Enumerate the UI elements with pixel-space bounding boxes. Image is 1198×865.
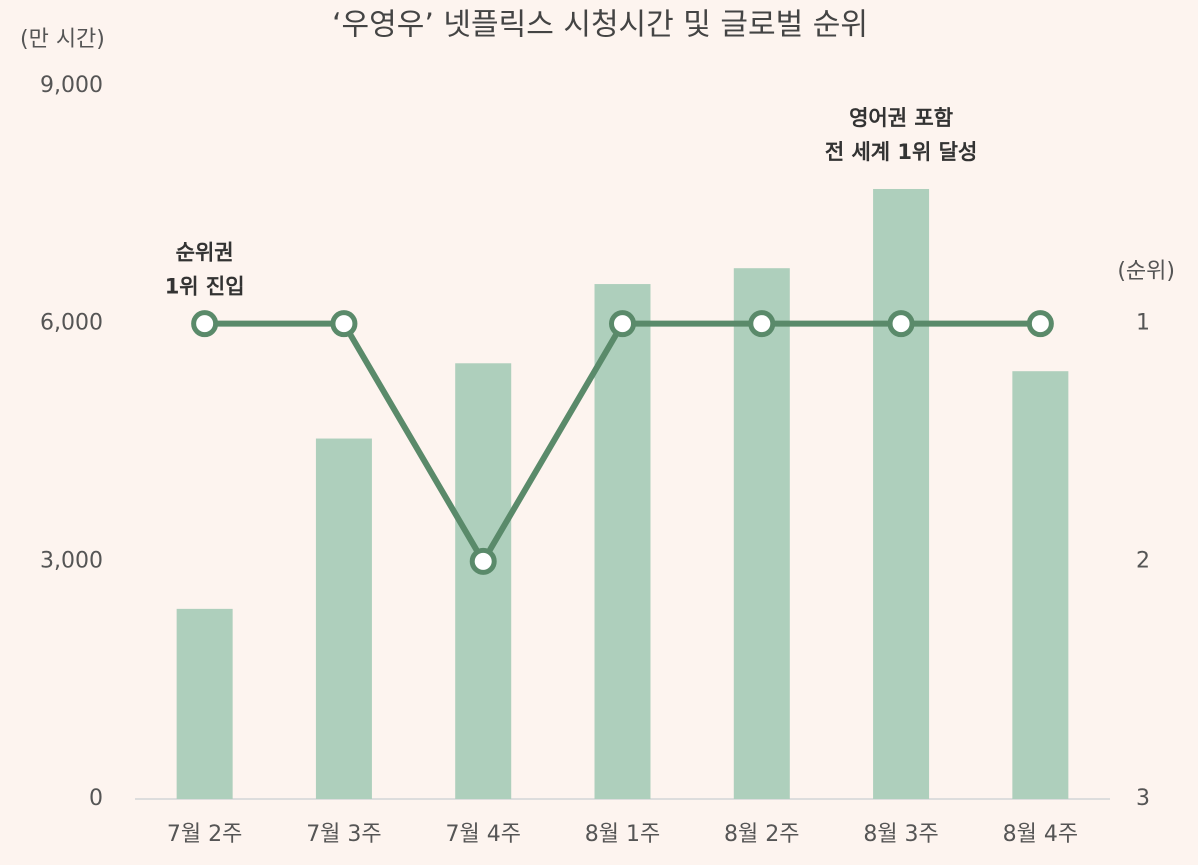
x-tick-label: 7월 2주	[167, 822, 242, 847]
x-tick-label: 7월 4주	[445, 822, 520, 847]
line-point	[469, 547, 497, 575]
y2-tick-label: 2	[1136, 548, 1150, 573]
annotation: 1위 진입	[165, 275, 245, 299]
y-axis-label: (만 시간)	[20, 27, 105, 52]
bar	[1012, 371, 1069, 799]
bar	[315, 438, 372, 799]
line-point	[887, 310, 915, 338]
line-point	[748, 310, 776, 338]
annotation: 순위권	[176, 241, 234, 265]
y2-tick-label: 3	[1136, 786, 1150, 811]
y-tick-label: 3,000	[40, 548, 103, 573]
bar	[733, 268, 790, 799]
x-tick-label: 8월 4주	[1003, 822, 1078, 847]
x-tick-label: 7월 3주	[306, 822, 381, 847]
x-tick-label: 8월 3주	[863, 822, 938, 847]
bar	[594, 284, 651, 799]
y-tick-label: 0	[89, 786, 103, 811]
bar	[176, 608, 233, 799]
line-point	[1026, 310, 1054, 338]
line-point	[330, 310, 358, 338]
bar	[873, 188, 930, 799]
line-point	[609, 310, 636, 338]
y-tick-label: 9,000	[40, 73, 103, 98]
y2-tick-label: 1	[1136, 311, 1150, 336]
annotation: 전 세계 1위 달성	[825, 140, 977, 164]
x-tick-label: 8월 1주	[585, 822, 660, 847]
line-point	[191, 310, 219, 338]
y-tick-label: 6,000	[40, 311, 103, 336]
bar	[455, 363, 512, 799]
chart-title: ‘우영우’ 넷플릭스 시청시간 및 글로벌 순위	[332, 8, 868, 43]
x-tick-label: 8월 2주	[724, 822, 799, 847]
annotation: 영어권 포함	[849, 106, 953, 130]
y2-axis-label: (순위)	[1117, 259, 1175, 284]
